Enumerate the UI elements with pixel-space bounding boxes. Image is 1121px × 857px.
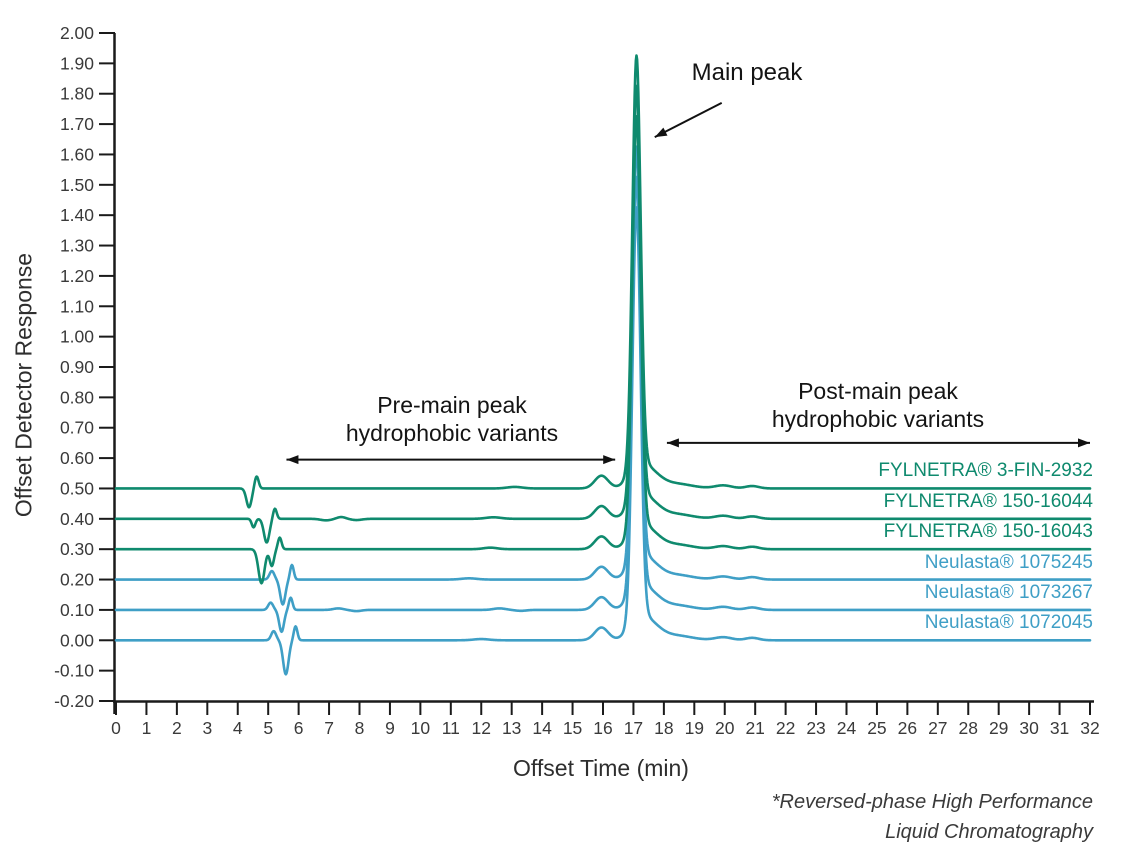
y-tick-label: 0.20 [60, 570, 94, 590]
footnote-line2: Liquid Chromatography [885, 821, 1093, 843]
x-tick-label: 8 [355, 718, 365, 738]
x-tick-label: 23 [806, 718, 825, 738]
annotation-pre-main-peak-line1: Pre-main peak [377, 392, 527, 418]
y-tick-label: 1.00 [60, 327, 94, 347]
y-tick-label: 1.10 [60, 296, 94, 316]
x-tick-label: 26 [898, 718, 917, 738]
arrowhead [286, 455, 299, 465]
annotation-post-main-peak: Post-main peak hydrophobic variants [772, 377, 984, 433]
y-axis-title: Offset Detector Response [10, 252, 37, 518]
y-tick-label: 1.20 [60, 266, 94, 286]
x-tick-label: 16 [593, 718, 612, 738]
x-tick-label: 4 [233, 718, 243, 738]
y-tick-label: 1.90 [60, 53, 94, 73]
x-tick-label: 17 [624, 718, 643, 738]
trace-label: Neulasta® 1075245 [924, 551, 1093, 573]
trace-fylnetra-3-fin-2932 [114, 54, 1092, 509]
y-tick-label: 0.50 [60, 478, 94, 498]
x-tick-label: 28 [959, 718, 978, 738]
y-tick-label: -0.10 [54, 661, 94, 681]
x-tick-label: 10 [411, 718, 431, 738]
x-tick-label: 0 [111, 718, 121, 738]
x-tick-label: 27 [928, 718, 947, 738]
x-tick-label: 22 [776, 718, 795, 738]
annotation-main-peak: Main peak [691, 59, 803, 86]
x-tick-label: 6 [294, 718, 304, 738]
x-tick-label: 15 [563, 718, 582, 738]
x-tick-label: 24 [837, 718, 857, 738]
x-tick-label: 9 [385, 718, 395, 738]
x-tick-label: 2 [172, 718, 182, 738]
y-tick-label: 0.00 [60, 630, 94, 650]
y-tick-label: 1.30 [60, 236, 94, 256]
y-tick-label: 0.30 [60, 539, 94, 559]
y-tick-label: 0.80 [60, 387, 94, 407]
trace-label: Neulasta® 1072045 [924, 612, 1093, 634]
trace-label: FYLNETRA® 150-16044 [883, 490, 1093, 512]
x-tick-label: 20 [715, 718, 735, 738]
arrowhead [1078, 438, 1090, 448]
y-tick-label: 1.70 [60, 114, 94, 134]
y-tick-label: 2.00 [60, 23, 94, 43]
y-tick-label: 0.40 [60, 509, 94, 529]
annotation-post-main-peak-line1: Post-main peak [798, 378, 958, 404]
annotation-pre-main-peak: Pre-main peak hydrophobic variants [346, 391, 558, 447]
y-tick-label: 0.90 [60, 357, 94, 377]
trace-fylnetra-150-16043 [114, 114, 1092, 585]
x-tick-label: 1 [142, 718, 152, 738]
arrow-line [654, 101, 723, 139]
x-tick-label: 7 [324, 718, 334, 738]
trace-label: Neulasta® 1073267 [924, 581, 1093, 603]
trace-fylnetra-150-16044 [114, 84, 1092, 544]
x-tick-label: 5 [263, 718, 273, 738]
x-tick-label: 31 [1050, 718, 1069, 738]
footnote-line1: *Reversed-phase High Performance [771, 791, 1093, 813]
x-tick-label: 11 [442, 718, 460, 738]
x-tick-label: 30 [1019, 718, 1039, 738]
arrowhead [654, 127, 668, 138]
arrowhead [666, 438, 679, 448]
trace-label: FYLNETRA® 150-16043 [883, 521, 1093, 543]
x-tick-label: 12 [472, 718, 491, 738]
arrowhead [603, 455, 616, 465]
y-tick-label: 0.60 [60, 448, 94, 468]
x-tick-label: 32 [1080, 718, 1099, 738]
x-tick-label: 3 [202, 718, 212, 738]
x-tick-label: 14 [532, 718, 552, 738]
annotation-pre-main-peak-line2: hydrophobic variants [345, 420, 559, 446]
y-tick-label: 1.40 [60, 205, 94, 225]
y-tick-label: 1.60 [60, 144, 94, 164]
trace-neulasta-1075245 [114, 145, 1092, 606]
y-tick-label: 1.50 [60, 175, 94, 195]
trace-neulasta-1072045 [114, 206, 1092, 676]
x-tick-label: 18 [654, 718, 673, 738]
x-tick-label: 29 [989, 718, 1008, 738]
y-tick-label: 0.70 [60, 418, 94, 438]
footnote: *Reversed-phase High Performance Liquid … [772, 787, 1093, 847]
x-tick-label: 13 [502, 718, 521, 738]
trace-neulasta-1073267 [114, 175, 1092, 634]
y-tick-label: 1.80 [60, 84, 94, 104]
x-axis-title: Offset Time (min) [513, 755, 689, 781]
x-tick-label: 19 [685, 718, 704, 738]
annotation-post-main-peak-line2: hydrophobic variants [771, 406, 985, 432]
trace-label: FYLNETRA® 3-FIN-2932 [878, 460, 1093, 482]
x-tick-label: 21 [745, 718, 764, 738]
y-tick-label: -0.20 [54, 691, 94, 711]
x-tick-label: 25 [867, 718, 886, 738]
y-tick-label: 0.10 [60, 600, 94, 620]
